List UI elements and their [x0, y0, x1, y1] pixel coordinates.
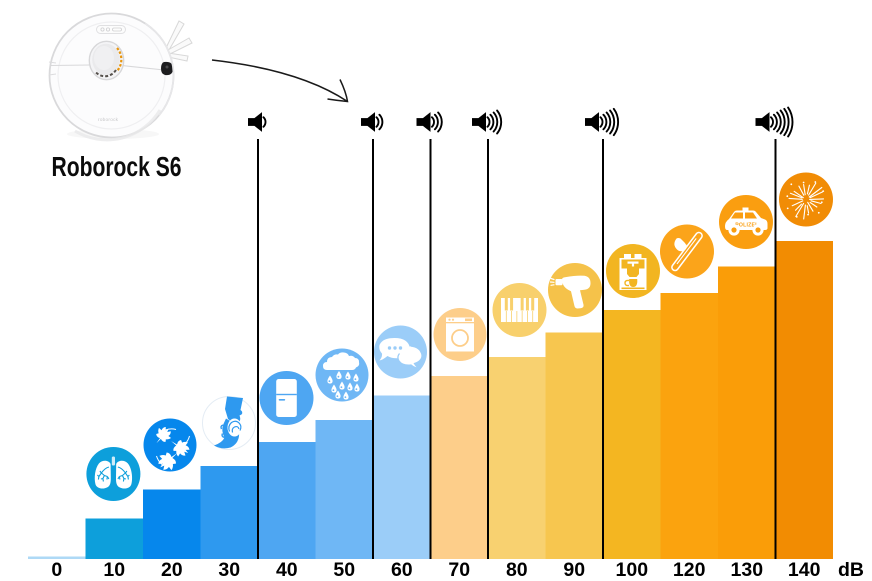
svg-text:40: 40 [276, 559, 298, 581]
svg-text:Roborock S6: Roborock S6 [52, 151, 182, 182]
svg-text:130: 130 [731, 559, 764, 581]
svg-text:10: 10 [103, 559, 125, 581]
svg-text:roborock: roborock [98, 117, 119, 122]
svg-text:60: 60 [391, 559, 413, 581]
svg-text:30: 30 [218, 559, 240, 581]
svg-text:dB: dB [838, 559, 864, 581]
svg-text:80: 80 [506, 559, 528, 581]
svg-text:20: 20 [161, 559, 183, 581]
svg-text:100: 100 [616, 559, 649, 581]
svg-text:0: 0 [51, 559, 62, 581]
svg-text:120: 120 [673, 559, 706, 581]
svg-text:POLIZEI: POLIZEI [735, 223, 757, 229]
svg-text:70: 70 [448, 559, 470, 581]
svg-text:140: 140 [788, 559, 821, 581]
svg-text:90: 90 [563, 559, 585, 581]
svg-text:50: 50 [333, 559, 355, 581]
